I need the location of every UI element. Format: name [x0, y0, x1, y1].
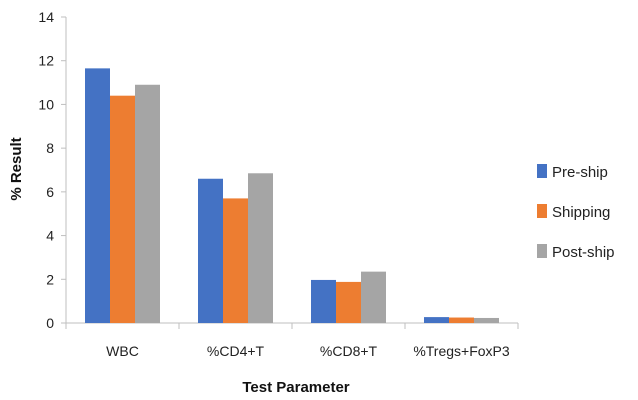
legend-label: Post-ship — [552, 244, 615, 261]
x-tick-label: WBC — [106, 343, 139, 359]
y-tick-label: 12 — [38, 53, 54, 69]
legend-label: Shipping — [552, 204, 610, 221]
y-tick-label: 6 — [46, 184, 54, 200]
y-axis-title: % Result — [8, 137, 25, 200]
bar-shipping-3 — [336, 282, 361, 323]
y-tick-label: 10 — [38, 96, 54, 112]
bar-pre-ship-1 — [85, 68, 110, 323]
bars — [85, 68, 499, 323]
legend-swatch — [537, 244, 547, 258]
bar-post-ship-2 — [248, 173, 273, 323]
bar-pre-ship-2 — [198, 179, 223, 323]
bar-pre-ship-3 — [311, 280, 336, 323]
bar-pre-ship-4 — [424, 317, 449, 323]
y-tick-label: 14 — [38, 9, 54, 25]
bar-post-ship-1 — [135, 85, 160, 323]
legend: Pre-ship Shipping Post-ship — [537, 164, 615, 261]
x-axis-ticks: WBC %CD4+T %CD8+T %Tregs+FoxP3 — [66, 323, 518, 359]
bar-shipping-4 — [449, 318, 474, 323]
x-axis-title: Test Parameter — [242, 379, 349, 396]
legend-label: Pre-ship — [552, 164, 608, 181]
bar-shipping-1 — [110, 96, 135, 323]
bar-post-ship-3 — [361, 272, 386, 323]
legend-swatch — [537, 204, 547, 218]
y-tick-label: 2 — [46, 271, 54, 287]
bar-shipping-2 — [223, 198, 248, 323]
y-tick-label: 0 — [46, 315, 54, 331]
bar-post-ship-4 — [474, 318, 499, 323]
x-tick-label: %Tregs+FoxP3 — [413, 343, 510, 359]
legend-swatch — [537, 164, 547, 178]
x-tick-label: %CD8+T — [320, 343, 378, 359]
y-axis-ticks: 0 2 4 6 8 10 12 14 — [38, 9, 66, 331]
y-tick-label: 4 — [46, 228, 54, 244]
x-tick-label: %CD4+T — [207, 343, 265, 359]
y-tick-label: 8 — [46, 140, 54, 156]
